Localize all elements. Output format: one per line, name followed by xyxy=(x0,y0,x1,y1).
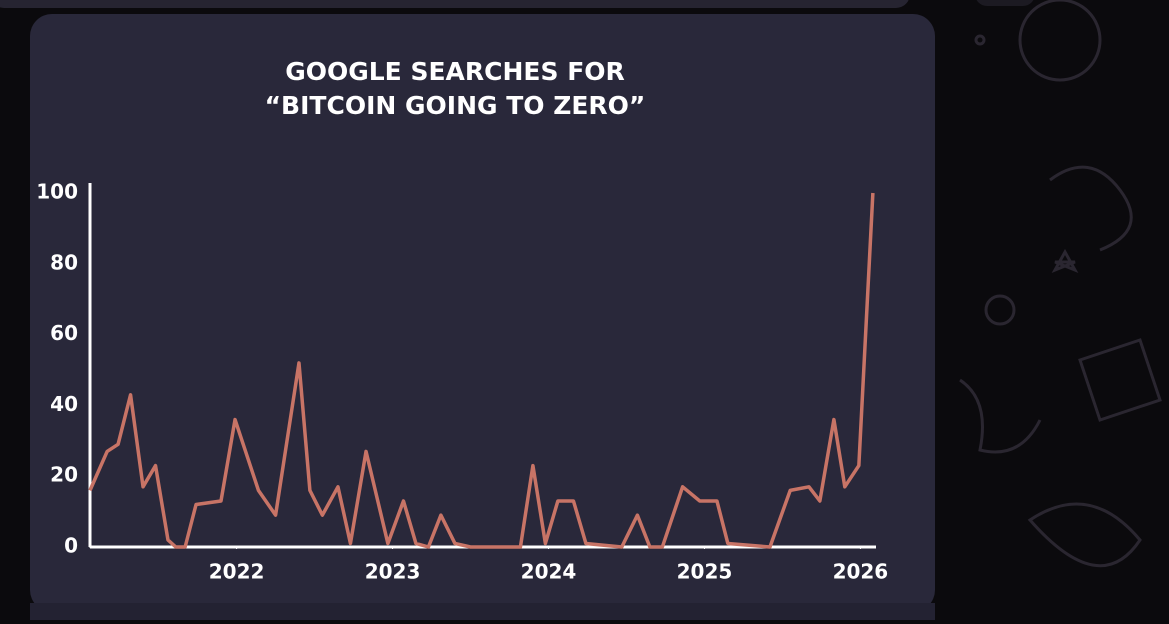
x-tick-label: 2022 xyxy=(209,560,265,584)
background-doodles xyxy=(0,0,1162,568)
x-tick-label: 2026 xyxy=(833,560,889,584)
y-tick-label: 80 xyxy=(50,250,78,274)
card xyxy=(30,14,935,612)
y-tick-label: 20 xyxy=(50,463,78,487)
x-tick-label: 2023 xyxy=(365,560,421,584)
chart-subtitle: “BITCOIN GOING TO ZERO” xyxy=(265,91,646,120)
y-tick-label: 60 xyxy=(50,321,78,345)
y-tick-label: 40 xyxy=(50,392,78,416)
chart-title: GOOGLE SEARCHES FOR xyxy=(285,57,625,86)
x-tick-label: 2025 xyxy=(677,560,733,584)
series-line xyxy=(88,192,875,549)
x-tick-label: 2024 xyxy=(521,560,577,584)
y-tick-label: 0 xyxy=(64,534,78,558)
card-footer xyxy=(30,603,935,623)
y-tick-label: 100 xyxy=(36,180,78,204)
